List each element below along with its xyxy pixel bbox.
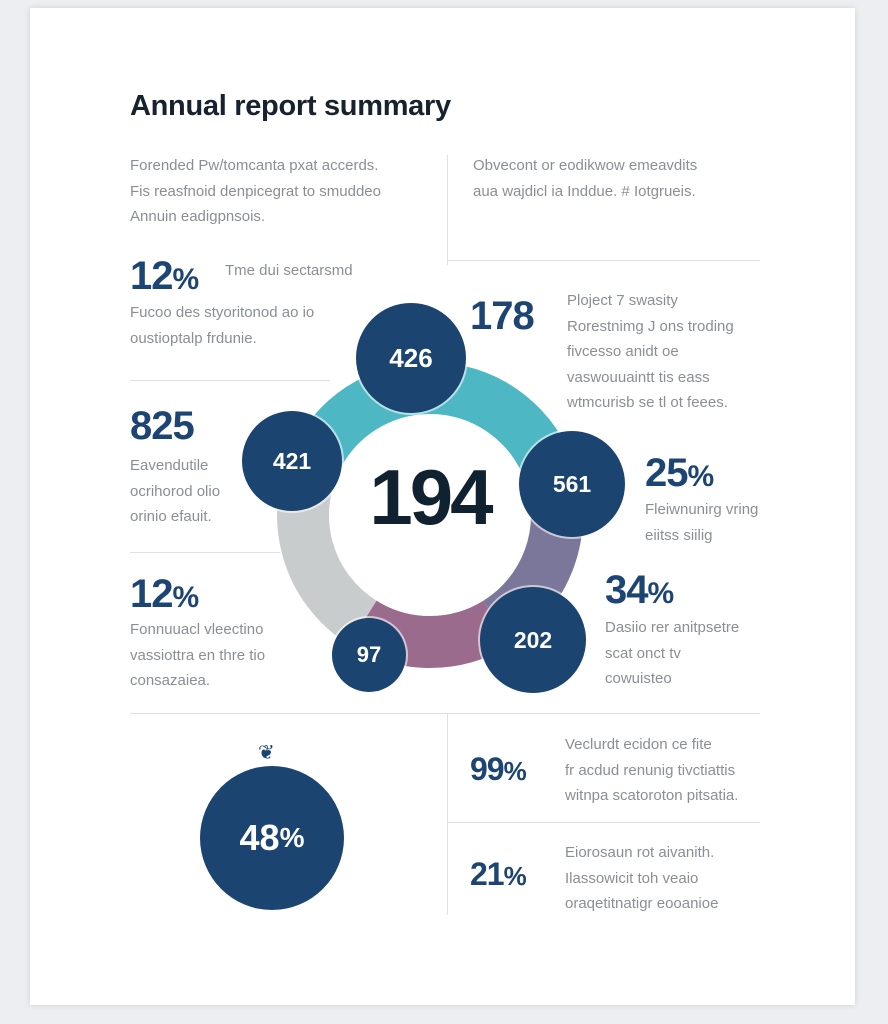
text-line: % bbox=[172, 263, 200, 296]
bubble-value: 421 bbox=[242, 411, 342, 511]
report-card bbox=[30, 8, 855, 1005]
bubble-value: 202 bbox=[480, 587, 586, 693]
stat-description: Dasiio rer anitpsetre scat onct tv cowuist… bbox=[605, 615, 739, 692]
text-line: 48 bbox=[239, 817, 280, 858]
stat-value: 99% bbox=[470, 751, 527, 787]
text-line: fr acdud renunig tivctiattis bbox=[565, 761, 736, 779]
bubble-value: 97 bbox=[332, 618, 406, 692]
divider bbox=[130, 552, 280, 553]
text-line: % bbox=[647, 577, 675, 610]
text-line: witnpa scatoroton pitsatia. bbox=[565, 787, 739, 804]
text-line: 12 bbox=[130, 572, 173, 616]
intro-right: Obvecont or eodikwow emeavdits aua wajdi… bbox=[473, 153, 697, 204]
text-line: % bbox=[503, 861, 527, 891]
intro-left-line: Annuin eadigpnsois. bbox=[130, 208, 266, 225]
text-line: Fucoo des styoritonod ao io bbox=[130, 304, 315, 321]
text-line: Eavendutile bbox=[130, 457, 209, 474]
text-line: vaswouuaintt tis eass bbox=[567, 368, 710, 386]
text-line: oraqetitnatigr eooanioe bbox=[565, 895, 719, 912]
text-line: Ploject 7 swasity bbox=[567, 292, 678, 309]
percent-circle: 48% bbox=[200, 766, 344, 910]
donut-center-value: 194 bbox=[369, 453, 493, 541]
intro-right-line: aua wajdicl ia Inddue. # Iotgrueis. bbox=[473, 182, 696, 200]
text-line: eiitss siilig bbox=[645, 526, 713, 544]
text-line: orinio efauit. bbox=[130, 508, 212, 525]
divider bbox=[447, 155, 448, 265]
intro-left-line: Forended Pw/tomcanta pxat accerds. bbox=[130, 157, 379, 174]
stat-value: 12% bbox=[130, 572, 200, 616]
divider bbox=[447, 713, 448, 915]
stat-description: Ploject 7 swasity Rorestnimg J ons trodin… bbox=[567, 288, 734, 416]
stat-description: Fonnuuacl vleectino vassiottra en thre ti… bbox=[130, 617, 265, 694]
stat-description: Eavendutile ocrihorod olio orinio efauit. bbox=[130, 453, 220, 530]
text-line: 12 bbox=[130, 254, 173, 298]
text-line: 25 bbox=[645, 451, 688, 495]
text-line: Veclurdt ecidon ce fite bbox=[565, 736, 712, 753]
text-line: consazaiea. bbox=[130, 672, 211, 689]
stat-caption: Tme dui sectarsmd bbox=[225, 262, 353, 279]
text-line: Fonnuuacl vleectino bbox=[130, 621, 264, 638]
text-line: Ilassowicit toh veaio bbox=[565, 869, 699, 887]
text-line: 825 bbox=[130, 404, 195, 448]
text-line: % bbox=[503, 756, 527, 786]
text-line: % bbox=[279, 822, 305, 853]
divider bbox=[130, 380, 330, 381]
text-line: ocrihorod olio bbox=[130, 482, 221, 500]
text-line: Dasiio rer anitpsetre bbox=[605, 619, 740, 636]
text-line: oustioptalp frdunie. bbox=[130, 329, 257, 347]
text-line: % bbox=[172, 581, 200, 614]
stat-description: Eiorosaun rot aivanith. Ilassowicit toh v… bbox=[565, 840, 718, 917]
stat-value: 34% bbox=[605, 568, 675, 612]
stat-value: 178 bbox=[470, 294, 535, 338]
bubble-value: 426 bbox=[356, 303, 466, 413]
text-line: cowuisteo bbox=[605, 670, 672, 687]
text-line: 99 bbox=[470, 751, 505, 787]
stat-description: Fleiwnunirg vring eiitss siilig bbox=[645, 497, 758, 548]
divider bbox=[130, 713, 760, 714]
intro-right-line: Obvecont or eodikwow emeavdits bbox=[473, 157, 698, 174]
text-line: Fleiwnunirg vring bbox=[645, 501, 759, 518]
text-line: Eiorosaun rot aivanith. bbox=[565, 844, 715, 861]
text-line: Rorestnimg J ons troding bbox=[567, 317, 734, 335]
text-line: fivcesso anidt oe bbox=[567, 343, 679, 360]
text-line: 34 bbox=[605, 568, 648, 612]
text-line: wtmcurisb se tl ot feees. bbox=[567, 394, 728, 411]
divider bbox=[447, 260, 760, 261]
bubble-value: 561 bbox=[519, 431, 625, 537]
divider bbox=[447, 822, 760, 823]
text-line: 178 bbox=[470, 294, 535, 338]
ornament-icon: ❦ bbox=[258, 742, 275, 764]
text-line: scat onct tv bbox=[605, 644, 681, 662]
stat-description: Fucoo des styoritonod ao io oustioptalp f… bbox=[130, 300, 314, 351]
stat-value: 25% bbox=[645, 451, 715, 495]
intro-left: Forended Pw/tomcanta pxat accerds. Fis r… bbox=[130, 153, 381, 230]
text-line: 21 bbox=[470, 856, 505, 892]
stat-description: Veclurdt ecidon ce fite fr acdud renunig … bbox=[565, 732, 738, 809]
stat-value: 12% bbox=[130, 254, 200, 298]
stat-value: 21% bbox=[470, 856, 527, 892]
stat-value: 825 bbox=[130, 404, 195, 448]
text-line: % bbox=[687, 460, 715, 493]
page-title: Annual report summary bbox=[130, 90, 451, 122]
text-line: vassiottra en thre tio bbox=[130, 646, 266, 664]
intro-left-line: Fis reasfnoid denpicegrat to smuddeo bbox=[130, 182, 381, 200]
